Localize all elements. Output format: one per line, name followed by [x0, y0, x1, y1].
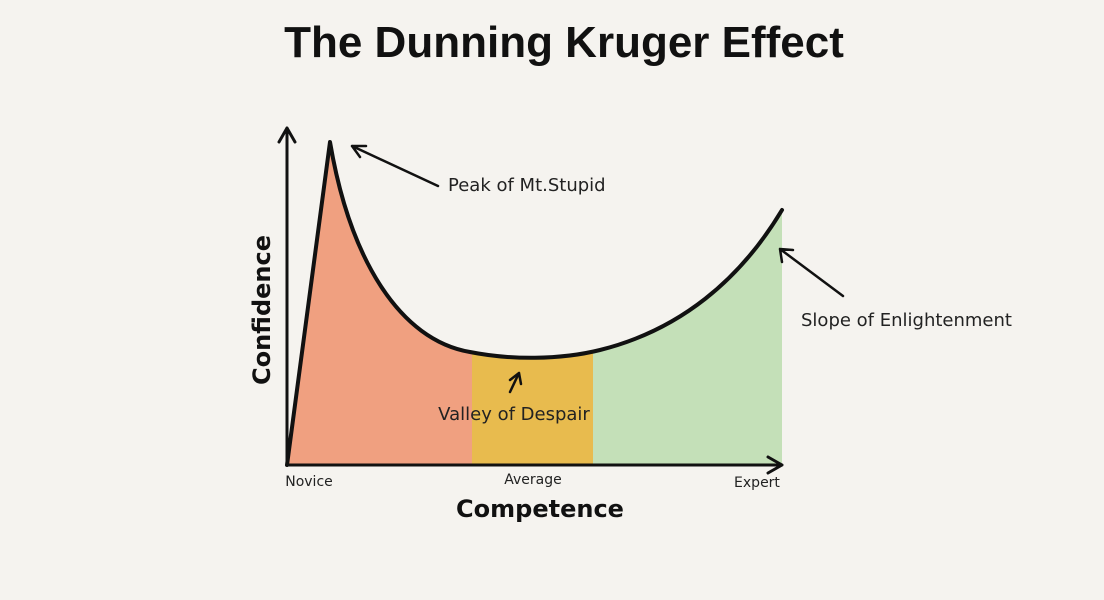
x-label: Average [504, 472, 562, 488]
x-label: Expert [734, 475, 780, 491]
arrow [778, 247, 845, 298]
curve [285, 140, 784, 467]
y-axis-label: Confidence [248, 235, 276, 385]
x-axis [285, 455, 784, 475]
annotation: Slope of Enlightenment [801, 310, 1012, 331]
annotation: Valley of Despair [438, 404, 590, 425]
x-label: Novice [285, 474, 333, 490]
annotation: Peak of Mt.Stupid [448, 175, 606, 196]
y-axis [277, 126, 297, 467]
title: The Dunning Kruger Effect [284, 18, 844, 67]
arrow [350, 144, 440, 188]
arrow [508, 371, 523, 394]
x-axis-label: Competence [456, 495, 624, 523]
